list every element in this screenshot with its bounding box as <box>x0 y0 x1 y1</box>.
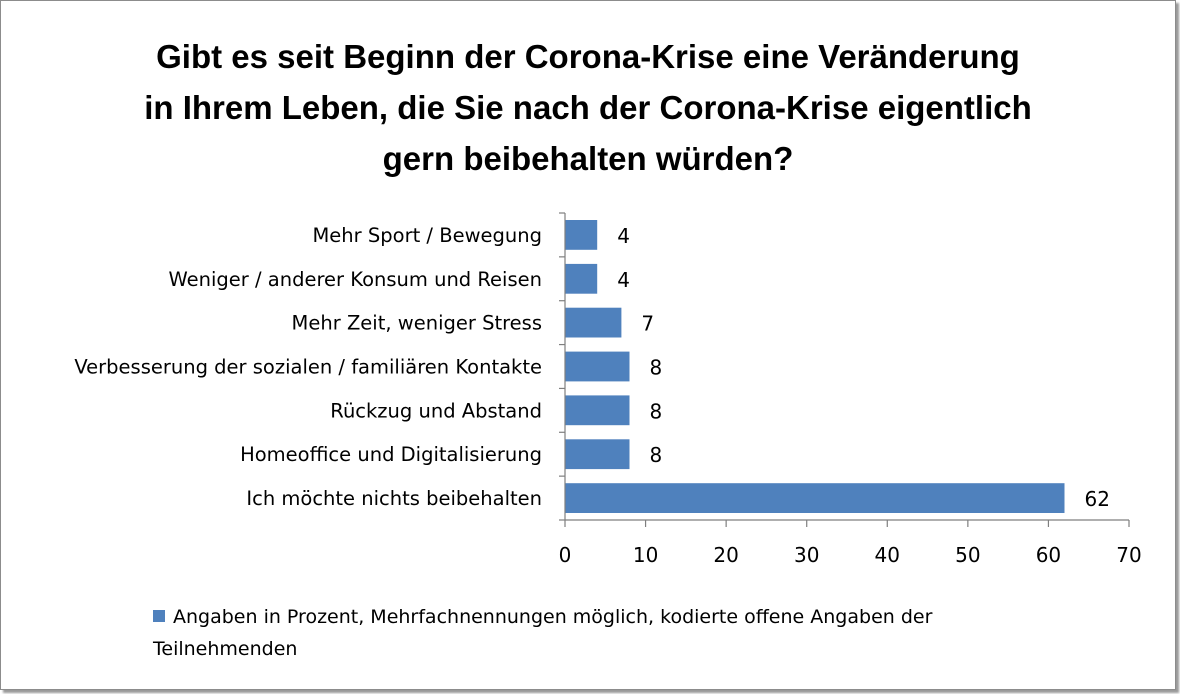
bar <box>565 395 630 426</box>
data-label: 7 <box>641 312 654 336</box>
x-tick-label: 60 <box>1036 543 1061 567</box>
bar <box>565 220 598 250</box>
legend-label: Angaben in Prozent, Mehrfachnennungen mö… <box>153 606 933 660</box>
chart-title-line-3: gern beibehalten würden? <box>382 140 794 177</box>
x-tick-label: 20 <box>713 543 738 567</box>
x-tick-label: 0 <box>559 543 572 567</box>
category-label: Rückzug und Abstand <box>330 399 542 422</box>
legend: Angaben in Prozent, Mehrfachnennungen mö… <box>153 601 1073 665</box>
bar-chart: Mehr Sport / Bewegung 4 Weniger / anderer … <box>74 212 1142 567</box>
data-label: 8 <box>649 443 662 467</box>
chart-title-line-2: in Ihrem Leben, die Sie nach der Corona-… <box>144 89 1032 126</box>
x-tick-label: 70 <box>1116 543 1141 567</box>
data-label: 62 <box>1085 487 1110 511</box>
bar <box>565 483 1065 513</box>
bar <box>565 351 630 382</box>
data-label: 8 <box>649 356 662 380</box>
bar <box>565 307 622 338</box>
x-tick-label: 50 <box>955 543 980 567</box>
category-label: Ich möchte nichts beibehalten <box>246 487 542 510</box>
legend-swatch <box>153 610 165 622</box>
category-label: Mehr Sport / Bewegung <box>312 224 542 247</box>
bar <box>565 439 630 470</box>
category-label: Verbesserung der sozialen / familiären K… <box>74 356 542 379</box>
category-label: Homeoffice und Digitalisierung <box>240 443 542 466</box>
category-label: Weniger / anderer Konsum und Reisen <box>169 268 542 291</box>
data-label: 4 <box>617 268 630 292</box>
x-tick-label: 10 <box>633 543 658 567</box>
x-tick-label: 40 <box>875 543 900 567</box>
data-label: 8 <box>649 399 662 423</box>
data-label: 4 <box>617 224 630 248</box>
chart-title: Gibt es seit Beginn der Corona-Krise ein… <box>1 31 1175 184</box>
category-label: Mehr Zeit, weniger Stress <box>292 312 542 335</box>
chart-title-line-1: Gibt es seit Beginn der Corona-Krise ein… <box>156 38 1020 75</box>
bar <box>565 263 598 294</box>
x-tick-label: 30 <box>794 543 819 567</box>
